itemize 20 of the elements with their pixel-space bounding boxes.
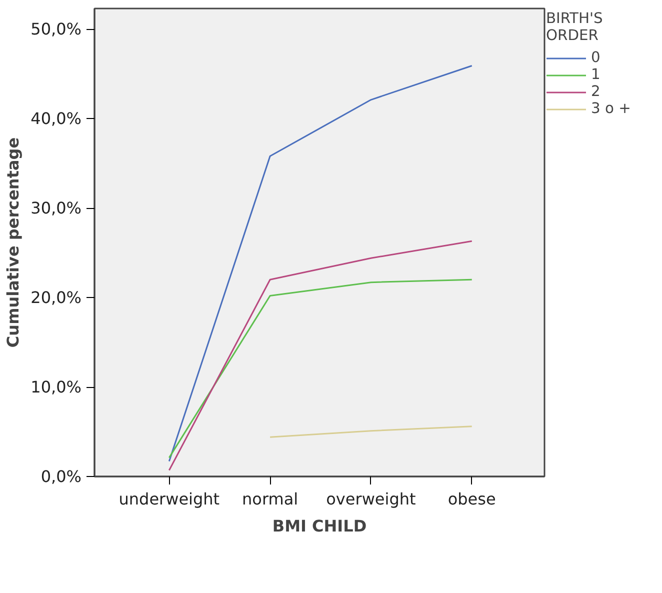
x-tick-label: overweight [326, 490, 416, 508]
legend-label: 3 o + [591, 100, 631, 117]
y-tick-label: 0,0% [40, 467, 82, 486]
x-axis-title: BMI CHILD [272, 516, 367, 536]
x-tick-label: normal [242, 490, 298, 508]
x-tick-label: underweight [118, 490, 220, 508]
y-tick-label: 20,0% [30, 288, 82, 308]
x-tick-label: obese [448, 490, 496, 508]
line-series [168, 240, 473, 471]
legend-label: 0 [591, 49, 602, 66]
y-tick-label: 40,0% [30, 109, 82, 128]
y-tick-label: 10,0% [30, 378, 82, 397]
y-tick-label: 50,0% [30, 20, 82, 39]
y-tick-label: 30,0% [30, 198, 82, 218]
legend-title: BIRTH'S ORDER [546, 10, 604, 44]
line-series [168, 278, 473, 458]
y-axis-title: Cumulative percentage [4, 137, 23, 348]
line-series [168, 65, 473, 462]
legend-label: 1 [591, 66, 602, 83]
legend-label: 2 [591, 83, 602, 100]
